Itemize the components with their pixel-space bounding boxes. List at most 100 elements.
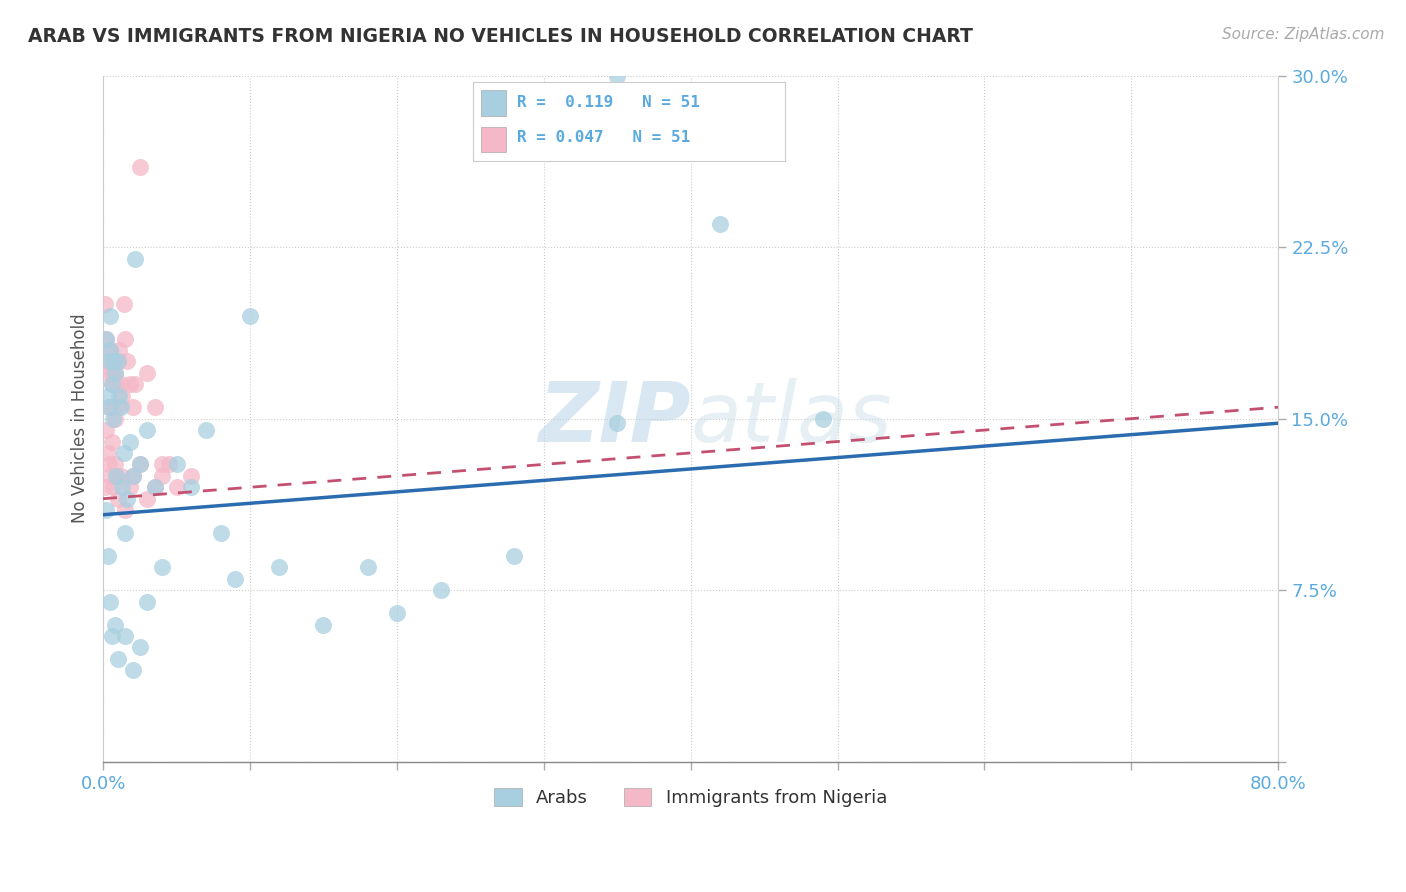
Point bbox=[606, 416, 628, 430]
Point bbox=[105, 468, 128, 483]
Point bbox=[103, 401, 125, 415]
Point bbox=[709, 217, 731, 231]
Point bbox=[104, 366, 127, 380]
Point bbox=[100, 343, 122, 357]
Point bbox=[94, 423, 117, 437]
Point bbox=[107, 652, 129, 666]
Point bbox=[114, 526, 136, 541]
Point bbox=[356, 560, 378, 574]
Point bbox=[121, 468, 143, 483]
Point bbox=[103, 354, 125, 368]
Point bbox=[108, 389, 131, 403]
Point bbox=[503, 549, 526, 563]
Point bbox=[143, 401, 166, 415]
Point bbox=[107, 354, 129, 368]
Point bbox=[136, 366, 159, 380]
Point bbox=[100, 309, 122, 323]
Point bbox=[115, 354, 138, 368]
Text: atlas: atlas bbox=[690, 378, 893, 459]
Point bbox=[107, 491, 129, 506]
Point bbox=[94, 332, 117, 346]
Point bbox=[180, 468, 202, 483]
Point bbox=[103, 354, 125, 368]
Point bbox=[98, 458, 121, 472]
Point bbox=[114, 629, 136, 643]
Point bbox=[118, 480, 141, 494]
Point bbox=[385, 606, 408, 620]
Text: ZIP: ZIP bbox=[538, 378, 690, 459]
Point bbox=[136, 594, 159, 608]
Point bbox=[128, 458, 150, 472]
Point bbox=[105, 377, 128, 392]
Point bbox=[96, 354, 118, 368]
Point bbox=[96, 446, 118, 460]
Point bbox=[96, 389, 118, 403]
Point bbox=[150, 458, 173, 472]
Point bbox=[430, 583, 453, 598]
Point bbox=[180, 480, 202, 494]
Text: ARAB VS IMMIGRANTS FROM NIGERIA NO VEHICLES IN HOUSEHOLD CORRELATION CHART: ARAB VS IMMIGRANTS FROM NIGERIA NO VEHIC… bbox=[28, 27, 973, 45]
Point bbox=[105, 468, 128, 483]
Point bbox=[118, 434, 141, 449]
Point bbox=[101, 366, 124, 380]
Point bbox=[104, 617, 127, 632]
Point bbox=[101, 377, 124, 392]
Point bbox=[121, 663, 143, 677]
Point bbox=[606, 69, 628, 83]
Point bbox=[269, 560, 291, 574]
Point bbox=[108, 343, 131, 357]
Point bbox=[157, 458, 180, 472]
Point bbox=[104, 366, 127, 380]
Point bbox=[96, 366, 118, 380]
Point bbox=[104, 411, 127, 425]
Point bbox=[111, 480, 134, 494]
Point bbox=[136, 491, 159, 506]
Point bbox=[312, 617, 335, 632]
Point bbox=[114, 332, 136, 346]
Point bbox=[143, 480, 166, 494]
Point bbox=[128, 640, 150, 655]
Point bbox=[112, 446, 135, 460]
Point bbox=[124, 377, 146, 392]
Point bbox=[94, 503, 117, 517]
Point bbox=[96, 549, 118, 563]
Point bbox=[115, 491, 138, 506]
Point bbox=[811, 411, 834, 425]
Y-axis label: No Vehicles in Household: No Vehicles in Household bbox=[72, 314, 89, 524]
Point bbox=[239, 309, 262, 323]
Point bbox=[107, 401, 129, 415]
Point bbox=[98, 354, 121, 368]
Point bbox=[100, 343, 122, 357]
Point bbox=[100, 594, 122, 608]
Point bbox=[128, 458, 150, 472]
Point bbox=[100, 354, 122, 368]
Point bbox=[98, 401, 121, 415]
Point bbox=[121, 468, 143, 483]
Point bbox=[124, 252, 146, 266]
Point bbox=[98, 401, 121, 415]
Point bbox=[103, 480, 125, 494]
Point bbox=[93, 297, 115, 311]
Point bbox=[107, 354, 129, 368]
Point bbox=[110, 377, 132, 392]
Point bbox=[112, 297, 135, 311]
Point bbox=[150, 560, 173, 574]
Text: Source: ZipAtlas.com: Source: ZipAtlas.com bbox=[1222, 27, 1385, 42]
Point bbox=[209, 526, 232, 541]
Point bbox=[194, 423, 217, 437]
Point bbox=[93, 480, 115, 494]
Point bbox=[110, 468, 132, 483]
Point bbox=[166, 458, 188, 472]
Point bbox=[94, 332, 117, 346]
Point bbox=[114, 503, 136, 517]
Point bbox=[166, 480, 188, 494]
Point bbox=[101, 377, 124, 392]
Point bbox=[143, 480, 166, 494]
Point bbox=[110, 401, 132, 415]
Point bbox=[101, 629, 124, 643]
Point bbox=[103, 411, 125, 425]
Point bbox=[98, 354, 121, 368]
Point bbox=[128, 160, 150, 174]
Point bbox=[111, 389, 134, 403]
Point bbox=[104, 458, 127, 472]
